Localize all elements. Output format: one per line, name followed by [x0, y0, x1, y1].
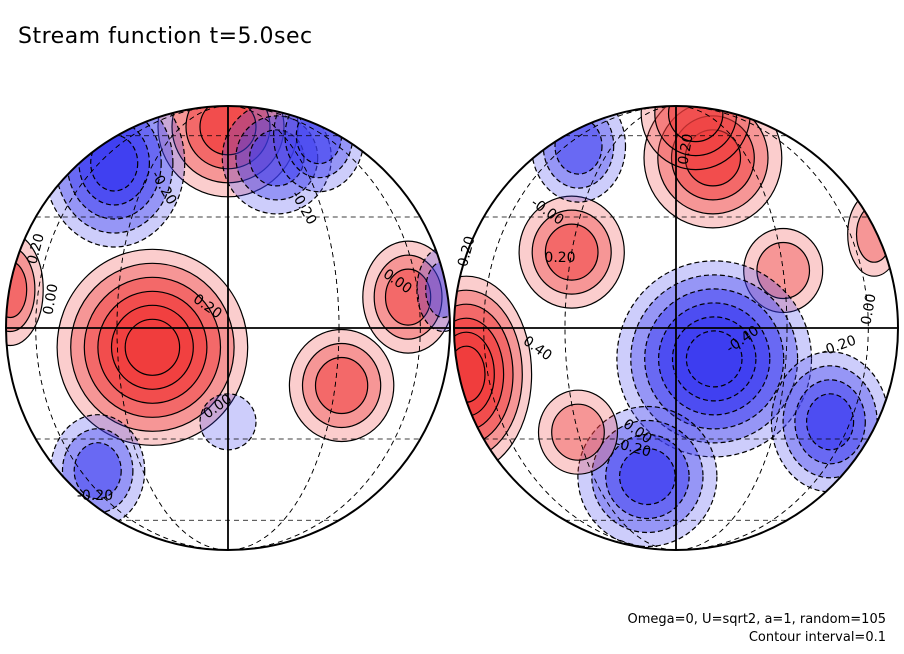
right-hemisphere: 0.20-0.000.20-0.200.40 -0.40 -0.200.000.00…: [453, 105, 899, 551]
feature-right-9: [530, 106, 627, 203]
contour-interval-note: Contour interval=0.1: [748, 630, 886, 645]
feature-left-8: [50, 414, 146, 528]
contour-left-2-4: [90, 134, 139, 192]
contour-right-3-2: [667, 106, 724, 143]
feature-left-2: [43, 106, 186, 248]
feature-left-6: [362, 240, 450, 354]
graticule-right: [454, 106, 898, 550]
feature-left-0: [56, 248, 249, 446]
contour-left-8-2: [73, 442, 122, 500]
contour-left-0-5: [124, 318, 181, 376]
contour-right-0-5: [454, 345, 486, 403]
chart-title: Stream function t=5.0sec: [18, 24, 313, 49]
contour-right-5-1: [855, 205, 893, 263]
contour-label: 0.00: [858, 293, 879, 326]
contour-left-5-2: [314, 356, 369, 415]
feature-right-6: [616, 260, 813, 458]
feature-right-5: [847, 191, 898, 277]
contour-right-7-3: [805, 393, 855, 451]
parameter-note: Omega=0, U=sqrt2, a=1, random=105: [627, 612, 886, 627]
feature-left-5: [288, 328, 395, 443]
contour-label: 0.20: [544, 250, 575, 266]
hemisphere-outline-right: [453, 105, 899, 551]
contour-left-6-2: [384, 268, 432, 326]
contour-label: -0.20: [454, 234, 479, 273]
contour-right-6-5: [685, 330, 743, 388]
feature-right-7: [770, 351, 890, 493]
contour-label: 0.20: [675, 133, 696, 166]
contour-label: 0.00: [40, 283, 61, 316]
left-hemisphere: -0.200.20-0.200.00-0.200.000.200.00: [5, 105, 451, 551]
feature-left-10: [416, 246, 450, 333]
graticule-left: [6, 106, 450, 550]
hemisphere-outline-left: [5, 105, 451, 551]
contour-label: 0.20: [24, 232, 48, 266]
contour-label: -0.20: [77, 488, 113, 504]
